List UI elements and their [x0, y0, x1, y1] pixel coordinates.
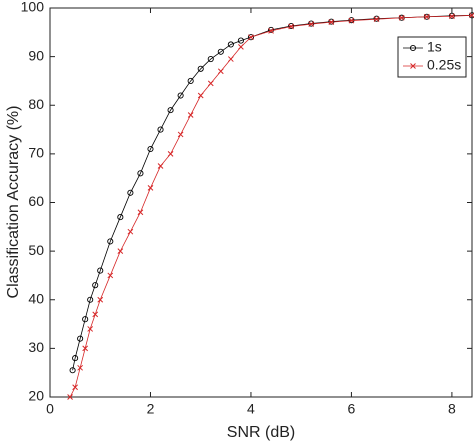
data-point — [118, 249, 123, 254]
data-point — [198, 93, 203, 98]
y-tick-label: 20 — [28, 388, 44, 404]
data-point — [98, 297, 103, 302]
data-point — [138, 210, 143, 215]
data-point — [188, 112, 193, 117]
data-point — [128, 229, 133, 234]
data-point — [228, 57, 233, 62]
x-tick-label: 2 — [147, 401, 155, 417]
x-tick-label: 4 — [247, 401, 255, 417]
y-axis-label: Classification Accuracy (%) — [5, 106, 22, 299]
data-point — [178, 132, 183, 137]
y-tick-label: 90 — [28, 47, 44, 63]
data-point — [73, 385, 78, 390]
y-tick-label: 80 — [28, 96, 44, 112]
data-point — [168, 151, 173, 156]
data-point — [78, 365, 83, 370]
legend-label: 0.25s — [427, 57, 461, 73]
data-point — [158, 164, 163, 169]
data-point — [208, 81, 213, 86]
y-tick-label: 60 — [28, 193, 44, 209]
x-tick-label: 0 — [46, 401, 54, 417]
y-tick-label: 40 — [28, 290, 44, 306]
data-point — [88, 326, 93, 331]
data-point — [83, 346, 88, 351]
x-tick-label: 6 — [348, 401, 356, 417]
y-tick-label: 70 — [28, 145, 44, 161]
data-point — [248, 35, 253, 40]
data-point — [148, 185, 153, 190]
y-tick-label: 100 — [21, 0, 45, 15]
y-tick-label: 30 — [28, 339, 44, 355]
legend-label: 1s — [427, 39, 442, 55]
x-tick-label: 8 — [448, 401, 456, 417]
data-point — [238, 44, 243, 49]
x-axis-label: SNR (dB) — [227, 424, 295, 441]
data-point — [218, 69, 223, 74]
y-tick-label: 50 — [28, 242, 44, 258]
data-point — [108, 273, 113, 278]
data-point — [93, 312, 98, 317]
